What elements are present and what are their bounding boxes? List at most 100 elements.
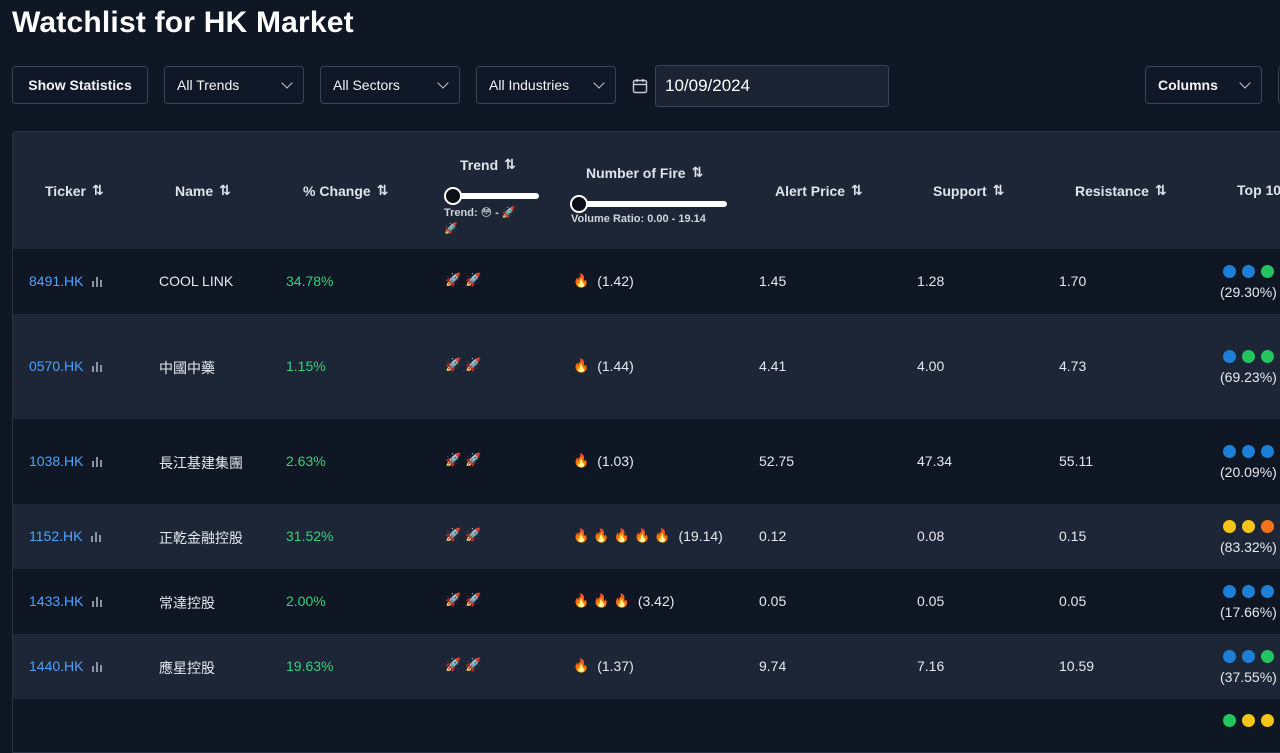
name-cell: 中國中藥 — [159, 360, 215, 376]
chevron-down-icon — [1239, 77, 1251, 89]
industries-dropdown[interactable]: All Industries — [476, 66, 616, 104]
header-fire-label: Number of Fire — [586, 164, 686, 181]
change-cell: 19.63% — [286, 658, 334, 674]
watchlist-table: Ticker ⇅ Name ⇅ % Change ⇅ Trend ⇅ Trend… — [12, 131, 1280, 753]
ticker-link[interactable]: 1440.HK — [29, 658, 84, 674]
header-fire[interactable]: Number of Fire ⇅ — [586, 164, 703, 181]
sort-icon[interactable]: ⇅ — [691, 164, 704, 180]
sort-icon[interactable]: ⇅ — [92, 182, 104, 198]
status-dot — [1261, 585, 1274, 598]
resistance-cell: 0.05 — [1059, 593, 1087, 609]
ticker-cell[interactable]: 1038.HK — [29, 453, 103, 469]
bar-chart-icon[interactable] — [90, 531, 102, 542]
header-support[interactable]: Support ⇅ — [933, 182, 1004, 199]
date-input[interactable]: 10/09/2024 — [655, 65, 889, 107]
ticker-cell[interactable]: 0570.HK — [29, 358, 103, 374]
table-row: 1433.HK 常達控股 2.00% 🚀 🚀 🔥 🔥 🔥 (3.42) 0.05… — [13, 569, 1280, 634]
trend-slider-track[interactable] — [446, 193, 539, 199]
bar-chart-icon[interactable] — [91, 661, 103, 672]
status-dot — [1261, 714, 1274, 727]
sort-icon[interactable]: ⇅ — [1154, 182, 1167, 198]
ticker-cell[interactable]: 1440.HK — [29, 658, 103, 674]
fire-cell: 🔥 🔥 🔥 🔥 🔥 (19.14) — [573, 528, 723, 544]
sort-icon[interactable]: ⇅ — [376, 182, 389, 198]
header-change[interactable]: % Change ⇅ — [303, 182, 388, 199]
toolbar: Show Statistics All Trends All Sectors A… — [0, 65, 1280, 107]
sectors-dropdown[interactable]: All Sectors — [320, 66, 460, 104]
fire-icon: 🔥 — [573, 358, 590, 374]
trend-filter-label-2: 🚀 — [444, 223, 458, 235]
status-dot — [1242, 520, 1255, 533]
fire-cell: 🔥 (1.37) — [573, 658, 634, 674]
status-dot — [1223, 520, 1236, 533]
table-row: 0570.HK 中國中藥 1.15% 🚀 🚀 🔥 (1.44) 4.41 4.0… — [13, 314, 1280, 419]
name-cell: 應星控股 — [159, 660, 215, 676]
resistance-cell: 1.70 — [1059, 273, 1087, 289]
table-row: 1038.HK 長江基建集團 2.63% 🚀 🚀 🔥 (1.03) 52.75 … — [13, 419, 1280, 504]
sort-icon[interactable]: ⇅ — [504, 156, 516, 172]
table-header: Ticker ⇅ Name ⇅ % Change ⇅ Trend ⇅ Trend… — [13, 132, 1280, 249]
top10-percent: (83.32%) — [1220, 539, 1277, 555]
status-dot — [1223, 585, 1236, 598]
alert-price-cell: 0.12 — [759, 528, 787, 544]
ticker-cell[interactable]: 8491.HK — [29, 273, 103, 289]
top10-percent: (20.09%) — [1220, 464, 1277, 480]
fire-cell: 🔥 🔥 🔥 (3.42) — [573, 593, 674, 609]
ticker-cell[interactable]: 1433.HK — [29, 593, 103, 609]
header-top10-label: Top 10 — [1237, 182, 1280, 198]
ticker-link[interactable]: 1038.HK — [29, 453, 84, 469]
top10-percent: (37.55%) — [1220, 669, 1277, 685]
columns-button-label: Columns — [1158, 77, 1218, 93]
trend-cell: 🚀 🚀 — [445, 453, 482, 468]
top10-percent: (29.30%) — [1220, 284, 1277, 300]
top10-dots — [1223, 265, 1274, 278]
bar-chart-icon[interactable] — [91, 361, 103, 372]
fire-icon: 🔥 — [573, 453, 590, 469]
trend-cell: 🚀 🚀 — [445, 658, 482, 673]
header-name-label: Name — [175, 182, 214, 199]
header-name[interactable]: Name ⇅ — [175, 182, 231, 199]
name-cell: 常達控股 — [159, 595, 215, 611]
alert-price-cell: 52.75 — [759, 453, 795, 469]
status-dot — [1223, 714, 1236, 727]
header-change-label: % Change — [303, 182, 371, 199]
resistance-cell: 4.73 — [1059, 358, 1087, 374]
status-dot — [1261, 650, 1274, 663]
header-trend[interactable]: Trend ⇅ — [460, 156, 516, 173]
bar-chart-icon[interactable] — [91, 276, 103, 287]
fire-slider-handle[interactable] — [570, 195, 588, 213]
sort-icon[interactable]: ⇅ — [219, 182, 231, 198]
change-cell: 2.00% — [286, 593, 326, 609]
sort-icon[interactable]: ⇅ — [851, 182, 863, 198]
chevron-down-icon — [437, 77, 449, 89]
page-title: Watchlist for HK Market — [12, 6, 354, 39]
ticker-link[interactable]: 1152.HK — [29, 528, 83, 544]
header-ticker[interactable]: Ticker ⇅ — [45, 182, 104, 199]
fire-cell: 🔥 (1.44) — [573, 358, 634, 374]
ticker-link[interactable]: 8491.HK — [29, 273, 84, 289]
header-resistance[interactable]: Resistance ⇅ — [1075, 182, 1167, 199]
columns-button[interactable]: Columns — [1145, 66, 1262, 104]
trend-slider-handle[interactable] — [444, 187, 462, 205]
fire-ratio: (19.14) — [678, 528, 723, 544]
ticker-cell[interactable]: 1152.HK — [29, 528, 102, 544]
trends-dropdown[interactable]: All Trends — [164, 66, 304, 104]
bar-chart-icon[interactable] — [91, 596, 103, 607]
calendar-icon[interactable] — [632, 78, 648, 94]
header-alert[interactable]: Alert Price ⇅ — [775, 182, 863, 199]
sort-icon[interactable]: ⇅ — [992, 182, 1005, 198]
ticker-link[interactable]: 0570.HK — [29, 358, 84, 374]
header-top10[interactable]: Top 10 — [1237, 182, 1280, 198]
name-cell: 正乾金融控股 — [159, 530, 243, 546]
status-dot — [1223, 350, 1236, 363]
top10-percent: (69.23%) — [1220, 369, 1277, 385]
fire-slider-track[interactable] — [572, 201, 727, 207]
header-alert-label: Alert Price — [775, 182, 846, 199]
trend-cell: 🚀 🚀 — [445, 528, 482, 543]
trend-cell: 🚀 🚀 — [445, 593, 482, 608]
ticker-link[interactable]: 1433.HK — [29, 593, 84, 609]
bar-chart-icon[interactable] — [91, 456, 103, 467]
show-statistics-button[interactable]: Show Statistics — [12, 66, 148, 104]
table-row: 1440.HK 應星控股 19.63% 🚀 🚀 🔥 (1.37) 9.74 7.… — [13, 634, 1280, 699]
top10-dots — [1223, 714, 1274, 727]
